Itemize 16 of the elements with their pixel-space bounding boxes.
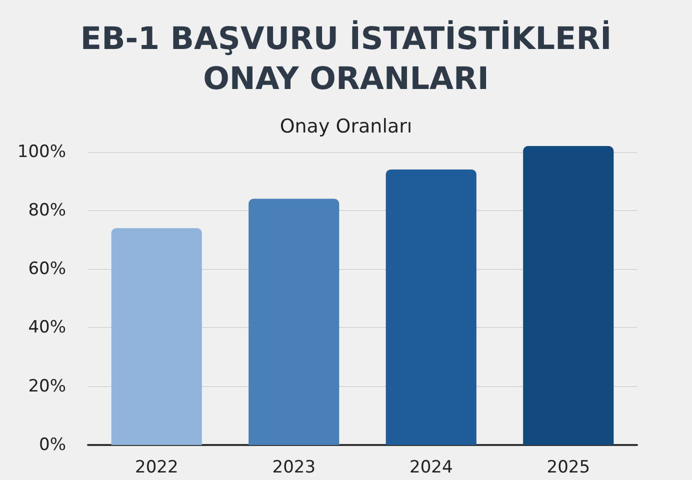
y-tick-label: 40% bbox=[28, 318, 66, 338]
y-tick-label: 60% bbox=[28, 259, 66, 280]
x-tick-label: 2022 bbox=[134, 458, 178, 478]
y-tick-label: 0% bbox=[39, 435, 66, 455]
y-tick-label: 100% bbox=[17, 142, 66, 162]
bar bbox=[523, 146, 614, 445]
bar bbox=[248, 198, 340, 445]
x-tick-label: 2023 bbox=[272, 458, 316, 478]
chart-subtitle: Onay Oranları bbox=[280, 116, 412, 138]
y-tick-label: 20% bbox=[28, 376, 66, 396]
bar bbox=[386, 169, 476, 445]
bar bbox=[111, 228, 202, 445]
chart-title: EB-1 BAŞVURU İSTATİSTİKLERİ ONAY ORANLARI bbox=[80, 20, 612, 97]
x-tick-label: 2025 bbox=[546, 458, 590, 478]
x-tick-label: 2024 bbox=[409, 458, 453, 478]
y-tick-label: 80% bbox=[28, 200, 66, 220]
